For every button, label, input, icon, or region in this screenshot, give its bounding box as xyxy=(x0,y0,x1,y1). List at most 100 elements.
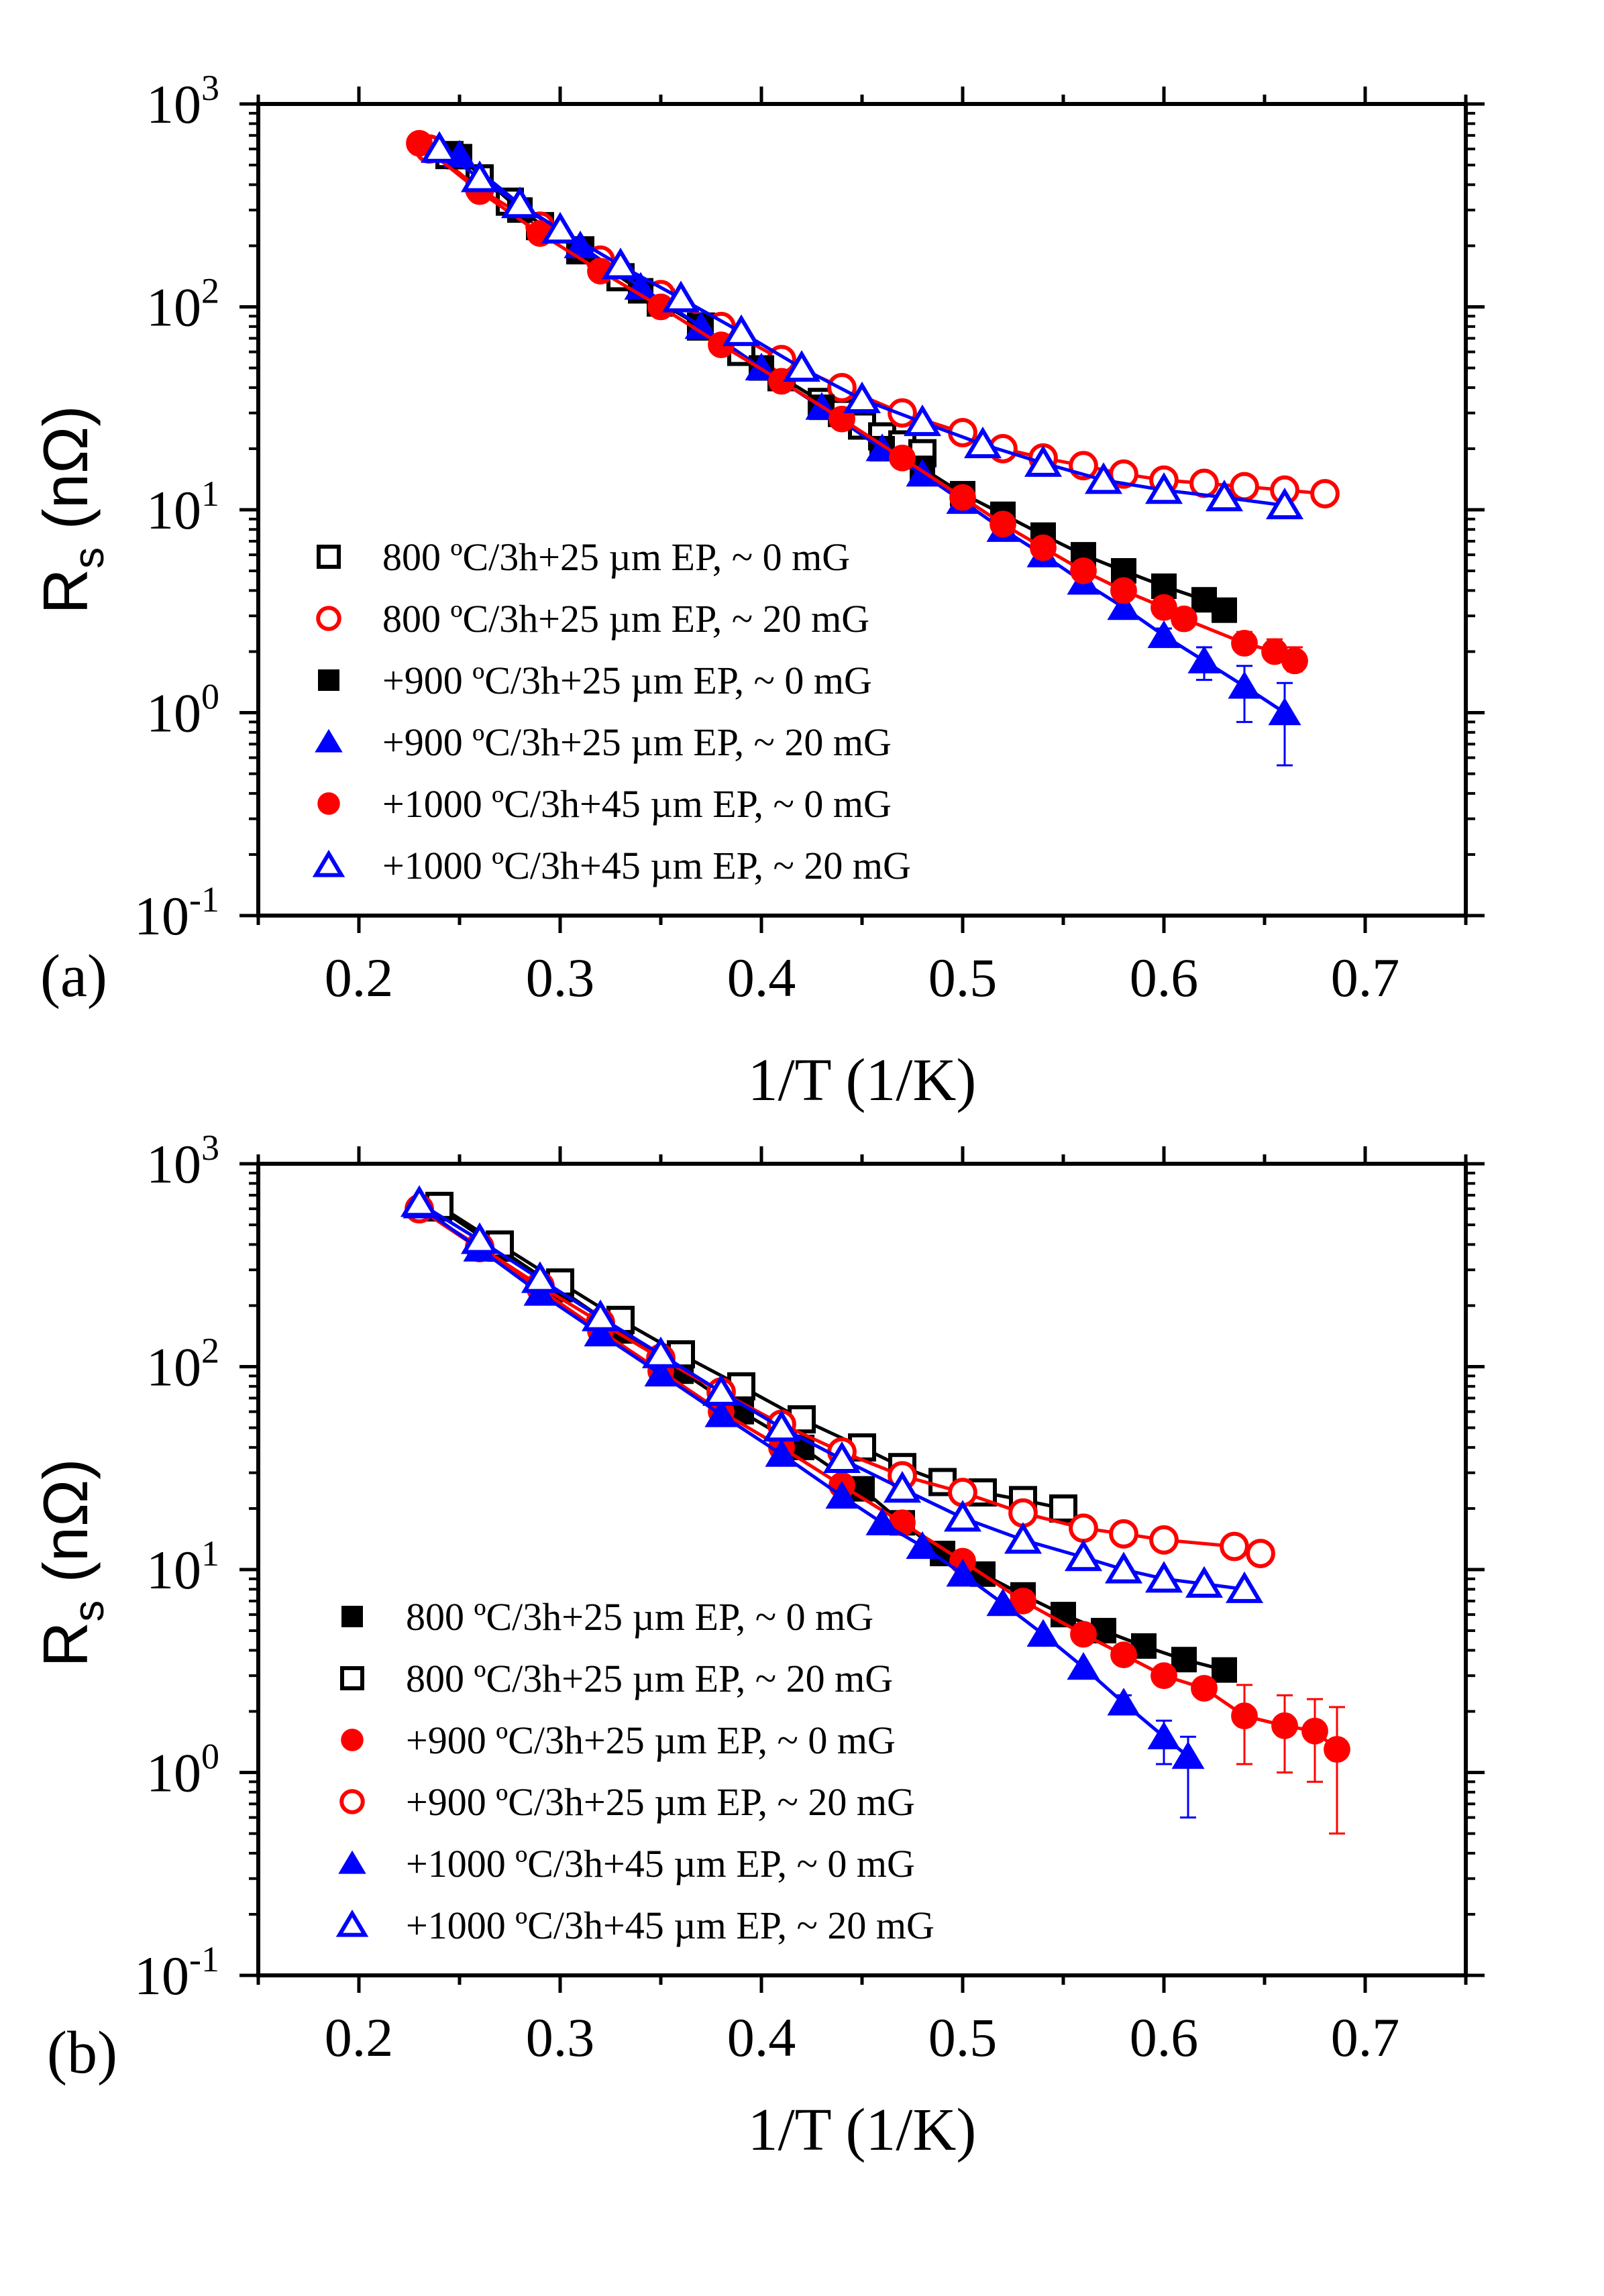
y-tick-label: 103 xyxy=(146,68,219,135)
data-point xyxy=(1110,577,1137,604)
series-fit-line xyxy=(418,1207,1261,1555)
y-tick-base: 10 xyxy=(146,1539,201,1600)
data-point xyxy=(903,404,942,437)
data-point xyxy=(500,186,539,219)
data-point xyxy=(1220,1531,1249,1562)
data-point xyxy=(963,426,1002,459)
y-label-symbol: R xyxy=(30,569,101,614)
y-tick-label: 10-1 xyxy=(134,879,219,946)
data-point xyxy=(889,444,916,472)
data-point xyxy=(1171,1647,1197,1673)
data-point xyxy=(1151,594,1177,621)
x-tick-label: 0.7 xyxy=(1331,947,1400,1008)
data-point xyxy=(1171,605,1197,633)
legend-marker xyxy=(316,606,341,631)
y-tick-base: 10 xyxy=(134,1945,189,2006)
panel-label: (b) xyxy=(47,2020,117,2086)
legend-marker xyxy=(340,1666,364,1690)
legend-label: +900 ºC/3h+25 µm EP, ~ 0 mG xyxy=(406,1718,896,1762)
legend: 800 ºC/3h+25 µm EP, ~ 0 mG 800 ºC/3h+25 µ… xyxy=(335,1595,934,1947)
legend-marker xyxy=(339,1789,365,1814)
data-point xyxy=(1144,1561,1183,1593)
data-point xyxy=(581,1299,620,1331)
y-tick-exponent: 2 xyxy=(201,1331,219,1371)
data-point xyxy=(762,1409,801,1442)
data-point xyxy=(1324,1736,1350,1763)
data-point xyxy=(1185,1566,1224,1598)
data-point xyxy=(990,510,1016,538)
legend-label: +900 ºC/3h+25 µm EP, ~ 20 mG xyxy=(406,1780,915,1824)
y-tick-exponent: 1 xyxy=(201,1533,219,1574)
x-tick-label: 0.2 xyxy=(325,947,394,1008)
legend-label: 800 ºC/3h+25 µm EP, ~ 20 mG xyxy=(382,597,869,641)
y-tick-exponent: 3 xyxy=(201,68,219,108)
y-tick-exponent: -1 xyxy=(189,1939,219,1979)
data-point xyxy=(1246,1539,1275,1568)
y-tick-label: 100 xyxy=(146,1737,219,1804)
data-point xyxy=(1030,534,1057,561)
legend-label: +900 ºC/3h+25 µm EP, ~ 0 mG xyxy=(382,659,872,702)
y-tick-exponent: 3 xyxy=(201,1128,219,1168)
series-6 xyxy=(400,1185,1264,1603)
data-point xyxy=(1265,488,1304,520)
legend-marker xyxy=(312,849,345,877)
y-tick-label: 103 xyxy=(146,1128,219,1195)
data-point xyxy=(1231,630,1258,657)
data-point xyxy=(949,484,976,511)
legend-marker xyxy=(318,669,339,691)
legend-marker xyxy=(317,792,340,815)
series-4 xyxy=(405,1194,1275,1568)
data-point xyxy=(782,349,821,382)
x-tick-label: 0.4 xyxy=(727,947,796,1008)
legend-marker xyxy=(341,1729,364,1751)
legend-marker xyxy=(338,1850,366,1874)
panel-label: (a) xyxy=(40,943,107,1009)
legend-label: 800 ºC/3h+25 µm EP, ~ 20 mG xyxy=(406,1657,893,1700)
data-point xyxy=(1147,1721,1181,1749)
x-tick-label: 0.3 xyxy=(526,2007,595,2068)
x-tick-label: 0.5 xyxy=(928,947,998,1008)
series-6 xyxy=(420,131,1304,520)
data-point xyxy=(1205,480,1244,512)
data-point xyxy=(943,1500,982,1532)
legend-label: +900 ºC/3h+25 µm EP, ~ 20 mG xyxy=(382,720,892,764)
data-point xyxy=(704,1399,738,1427)
y-tick-label: 10-1 xyxy=(134,1939,219,2006)
data-point xyxy=(460,1222,499,1254)
y-tick-label: 102 xyxy=(146,271,219,338)
x-tick-label: 0.2 xyxy=(325,2007,394,2068)
data-point xyxy=(521,1261,559,1293)
x-axis-label: 1/T (1/K) xyxy=(748,2097,977,2163)
legend-label: 800 ºC/3h+25 µm EP, ~ 0 mG xyxy=(382,535,850,579)
y-tick-base: 10 xyxy=(146,1337,201,1398)
y-axis-label: Rs (nΩ) xyxy=(30,405,113,614)
legend: 800 ºC/3h+25 µm EP, ~ 0 mG 800 ºC/3h+25 µ… xyxy=(312,535,911,887)
data-point xyxy=(624,272,657,300)
x-tick-label: 0.4 xyxy=(727,2007,796,2068)
legend-label: +1000 ºC/3h+45 µm EP, ~ 20 mG xyxy=(406,1904,934,1947)
series-fit-line xyxy=(438,148,1285,508)
y-tick-label: 101 xyxy=(146,1533,219,1600)
x-axis: 0.2 0.3 0.4 0.5 0.6 0.7 xyxy=(256,1146,1468,2068)
y-tick-exponent: -1 xyxy=(189,879,219,920)
data-point xyxy=(641,1336,680,1368)
series-fit-line xyxy=(438,1204,1064,1511)
y-tick-base: 10 xyxy=(146,1743,201,1804)
data-point xyxy=(1187,645,1221,673)
data-point xyxy=(1212,597,1237,623)
data-point xyxy=(1231,1702,1258,1730)
data-point xyxy=(1008,1498,1038,1528)
data-point xyxy=(1271,1712,1298,1739)
legend-marker xyxy=(317,545,341,569)
data-point xyxy=(1191,1675,1218,1702)
data-point xyxy=(1110,1641,1137,1669)
data-point xyxy=(1212,1657,1237,1683)
y-tick-base: 10 xyxy=(146,74,201,135)
data-point xyxy=(1069,1513,1098,1543)
data-point xyxy=(1268,697,1301,726)
y-label-unit: (nΩ) xyxy=(30,405,101,547)
legend-label: +1000 ºC/3h+45 µm EP, ~ 20 mG xyxy=(382,844,911,887)
